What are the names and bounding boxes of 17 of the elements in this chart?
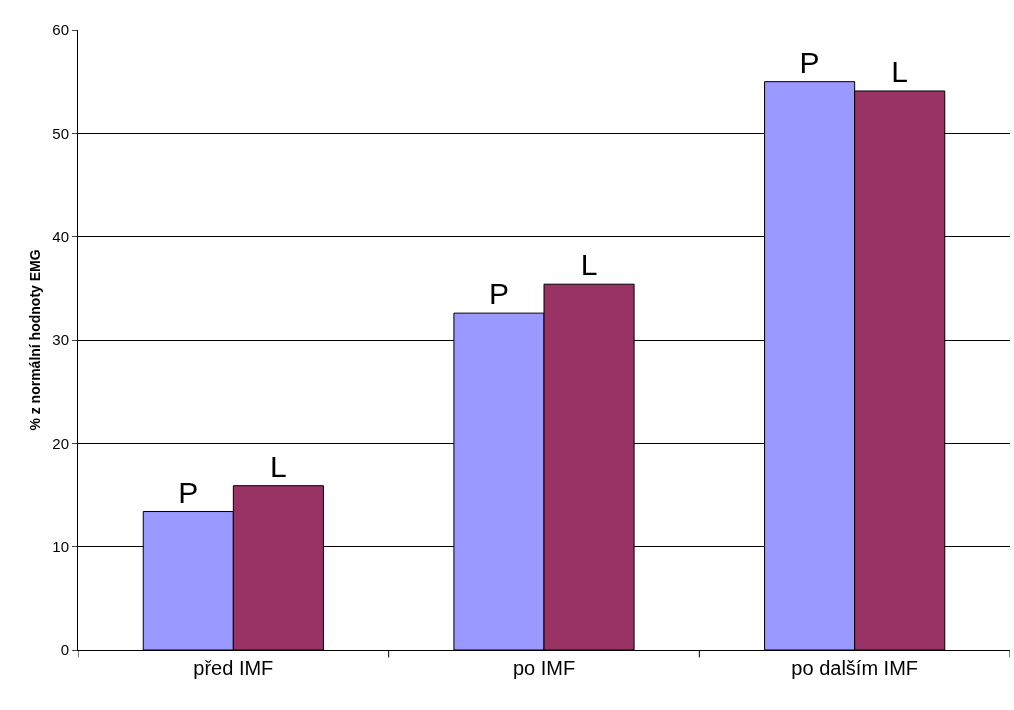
y-tick-label: 20 bbox=[52, 434, 69, 452]
series-label: L bbox=[270, 449, 287, 483]
x-tick-label: po dalším IMF bbox=[791, 657, 919, 679]
y-tick-label: 40 bbox=[52, 227, 69, 245]
text: P bbox=[799, 45, 820, 79]
y-axis-title: % z normální hodnoty EMG bbox=[26, 249, 43, 431]
series-label: P bbox=[178, 475, 199, 509]
y-tick-label: 60 bbox=[52, 21, 69, 39]
text: L bbox=[580, 248, 598, 282]
y-tick-label: 0 bbox=[60, 641, 69, 659]
x-tick-label: před IMF bbox=[193, 657, 274, 679]
y-tick-label: 50 bbox=[52, 124, 69, 142]
x-tick-label: po IMF bbox=[512, 657, 576, 679]
y-tick-label: 10 bbox=[52, 537, 69, 555]
text: P bbox=[488, 277, 509, 311]
y-tick-label: 30 bbox=[52, 331, 69, 349]
text: L bbox=[891, 54, 909, 88]
